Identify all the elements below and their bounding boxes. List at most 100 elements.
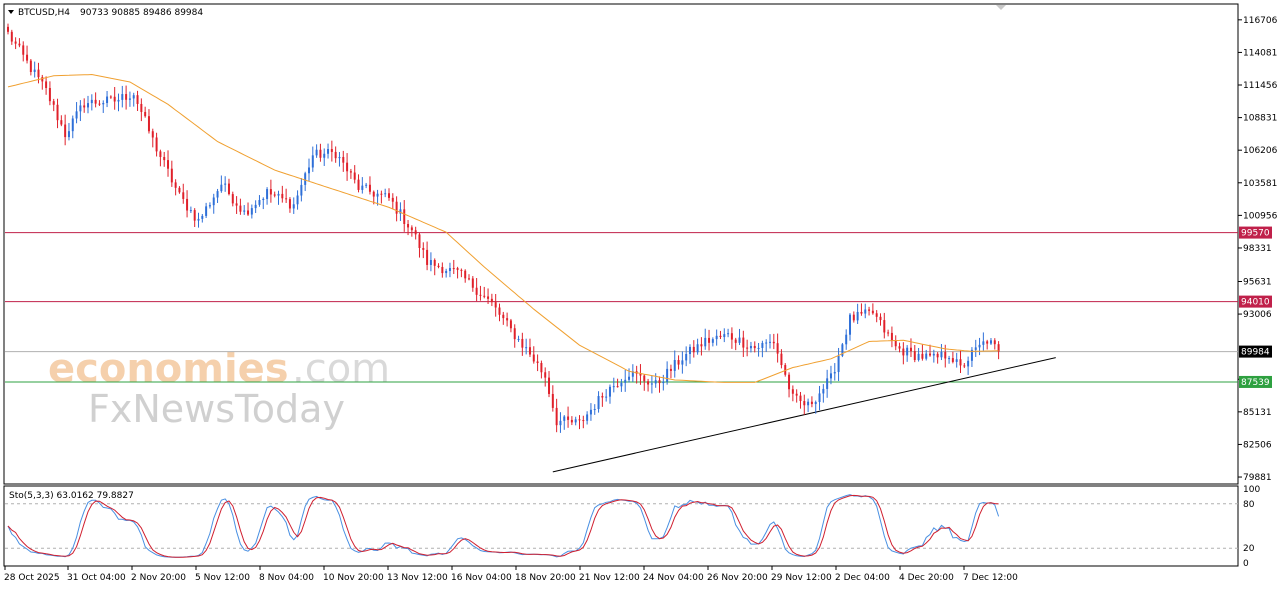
candle-body-98 — [380, 193, 383, 195]
x-tick-label-5: 10 Nov 20:00 — [323, 573, 384, 583]
candle-body-20 — [83, 105, 86, 108]
candle-body-61 — [239, 205, 242, 212]
candle-body-67 — [262, 198, 265, 201]
candle-body-48 — [189, 210, 192, 212]
candle-body-44 — [174, 182, 177, 188]
candle-body-65 — [254, 204, 257, 209]
candle-body-209 — [803, 401, 806, 406]
candle-body-158 — [608, 386, 611, 397]
candle-body-151 — [582, 420, 585, 422]
candle-body-203 — [780, 353, 783, 366]
candle-body-152 — [586, 414, 589, 421]
chevron-down-icon[interactable] — [8, 10, 14, 14]
candle-body-62 — [243, 210, 246, 212]
candle-body-12 — [52, 101, 55, 105]
candle-body-160 — [616, 386, 619, 388]
candle-body-223 — [856, 311, 859, 321]
candle-body-231 — [887, 332, 890, 334]
candle-body-163 — [628, 376, 631, 380]
time-axis: 28 Oct 2025 31 Oct 04:00 2 Nov 20:00 5 Nov … — [4, 566, 1018, 583]
candle-body-222 — [852, 314, 855, 321]
y-tick-label-98331: 98331 — [1243, 244, 1272, 254]
candle-body-93 — [361, 185, 364, 190]
level-label-99570: 99570 — [1241, 229, 1270, 239]
candle-body-255 — [978, 344, 981, 348]
candle-body-155 — [597, 396, 600, 410]
candle-body-72 — [281, 193, 284, 199]
x-tick-label-9: 21 Nov 12:00 — [579, 573, 640, 583]
candle-body-238 — [913, 351, 916, 361]
candle-body-180 — [692, 346, 695, 353]
candle-body-113 — [437, 265, 440, 267]
candle-body-78 — [304, 173, 307, 185]
candle-body-10 — [45, 81, 48, 88]
candle-body-202 — [776, 343, 779, 354]
candle-body-58 — [227, 183, 230, 195]
candle-body-153 — [589, 409, 592, 415]
candle-body-220 — [845, 334, 848, 345]
candle-body-66 — [258, 200, 261, 205]
candle-body-43 — [170, 168, 173, 183]
candle-body-225 — [864, 309, 867, 314]
candle-body-234 — [898, 346, 901, 349]
candle-body-18 — [75, 111, 78, 119]
price-axis: 116706 114081 111456 108831 106206 103581 1009… — [1238, 16, 1278, 483]
candle-body-188 — [723, 334, 726, 338]
candle-body-236 — [906, 347, 909, 356]
candle-body-197 — [757, 347, 760, 349]
candle-body-159 — [612, 386, 615, 388]
candle-body-52 — [205, 206, 208, 216]
candle-body-99 — [384, 193, 387, 195]
candle-body-34 — [136, 95, 139, 104]
x-tick-label-0: 28 Oct 2025 — [4, 573, 60, 583]
candle-body-69 — [269, 189, 272, 195]
candle-body-53 — [208, 205, 211, 207]
candle-body-46 — [182, 192, 185, 199]
candle-body-146 — [563, 416, 566, 421]
candle-body-251 — [963, 365, 966, 367]
trendline — [552, 357, 1056, 473]
candle-body-115 — [445, 270, 448, 274]
candle-body-131 — [506, 318, 509, 321]
symbol-label: BTCUSD,H4 — [18, 8, 70, 18]
candle-body-161 — [620, 382, 623, 387]
stoch-tick-label-100: 100 — [1243, 485, 1260, 495]
watermark-line2: FxNewsToday — [88, 387, 345, 431]
candle-body-42 — [167, 160, 170, 169]
candle-body-130 — [502, 314, 505, 319]
candle-body-2 — [14, 41, 17, 44]
candle-body-114 — [441, 266, 444, 274]
candle-body-103 — [399, 209, 402, 214]
x-tick-label-13: 2 Dec 04:00 — [835, 573, 890, 583]
candle-body-128 — [494, 302, 497, 308]
candle-body-17 — [71, 118, 74, 132]
candle-body-205 — [788, 374, 791, 390]
candle-body-80 — [311, 155, 314, 168]
candle-body-171 — [658, 380, 661, 384]
candle-body-149 — [574, 419, 577, 423]
candle-body-5 — [26, 54, 29, 61]
y-tick-label-103581: 103581 — [1243, 179, 1277, 189]
candle-body-59 — [231, 194, 234, 204]
candle-body-125 — [483, 295, 486, 297]
candle-body-104 — [403, 209, 406, 224]
candle-body-195 — [749, 345, 752, 349]
candle-body-39 — [155, 137, 158, 152]
candle-body-256 — [982, 341, 985, 345]
candle-body-141 — [544, 372, 547, 378]
candle-body-221 — [849, 314, 852, 335]
candle-body-56 — [220, 184, 223, 192]
candle-body-176 — [677, 360, 680, 365]
candle-body-71 — [277, 193, 280, 196]
candle-body-96 — [372, 191, 375, 197]
candle-body-226 — [868, 309, 871, 311]
candle-body-89 — [346, 162, 349, 172]
candle-body-172 — [662, 381, 665, 384]
scroll-marker-icon[interactable] — [996, 5, 1006, 10]
candle-body-55 — [216, 191, 219, 198]
candle-body-26 — [106, 96, 109, 104]
candle-body-139 — [536, 361, 539, 363]
candle-body-77 — [300, 184, 303, 196]
y-tick-label-93006: 93006 — [1243, 310, 1272, 320]
